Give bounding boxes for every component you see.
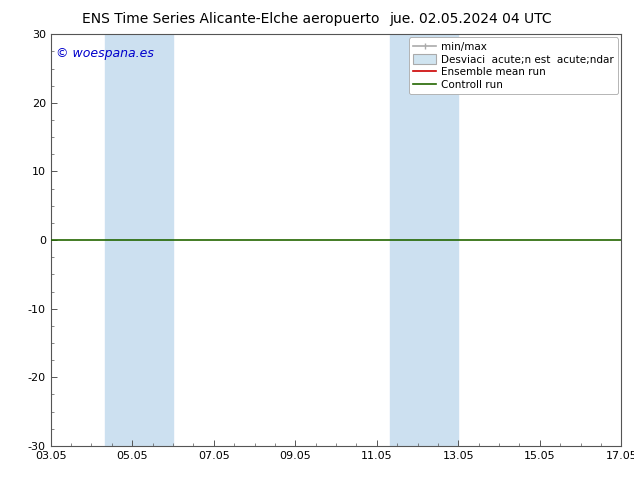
Text: jue. 02.05.2024 04 UTC: jue. 02.05.2024 04 UTC — [389, 12, 552, 26]
Bar — [105, 34, 173, 446]
Text: ENS Time Series Alicante-Elche aeropuerto: ENS Time Series Alicante-Elche aeropuert… — [82, 12, 380, 26]
Legend: min/max, Desviaci  acute;n est  acute;ndar, Ensemble mean run, Controll run: min/max, Desviaci acute;n est acute;ndar… — [409, 37, 618, 95]
Text: © woespana.es: © woespana.es — [56, 47, 154, 60]
Bar — [390, 34, 458, 446]
